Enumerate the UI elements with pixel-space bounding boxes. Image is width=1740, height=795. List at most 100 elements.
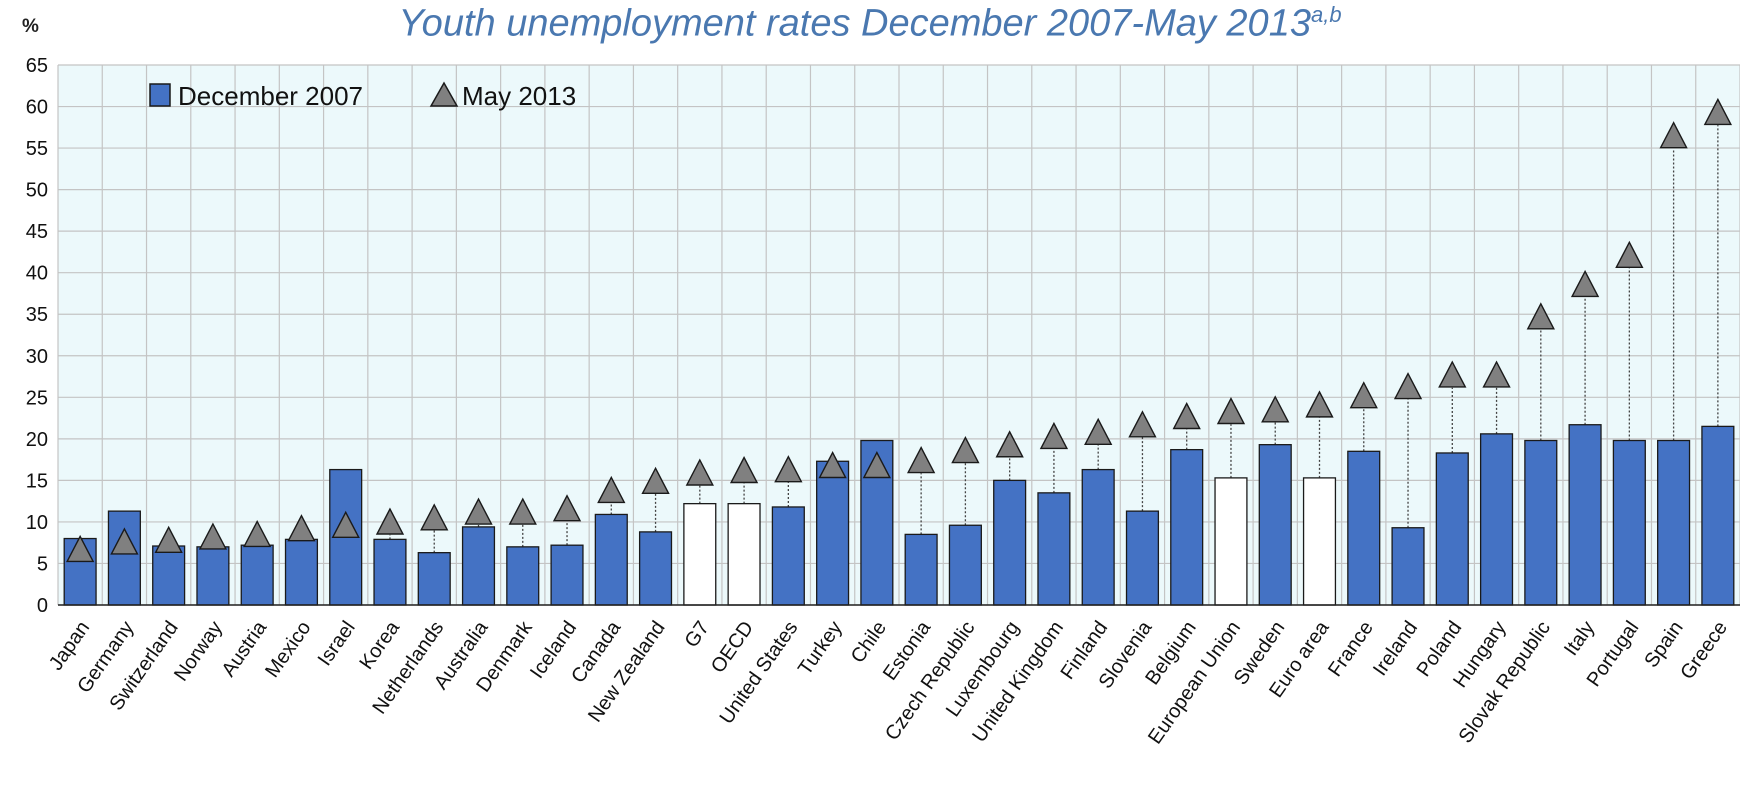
marker-turkey (818, 450, 847, 479)
marker-netherlands (420, 503, 449, 531)
bar-germany (107, 510, 141, 606)
x-tick-label-greece: Greece (1676, 617, 1732, 683)
x-axis: JapanGermanySwitzerlandNorwayAustriaMexi… (45, 604, 1740, 748)
marker-united-kingdom (1039, 421, 1069, 450)
x-tick-label-g7: G7 (681, 617, 714, 651)
marker-euro-area (1305, 390, 1334, 418)
bar-finland (1081, 468, 1115, 606)
bar-united-kingdom (1037, 492, 1071, 606)
y-tick-label: 0 (37, 595, 48, 617)
y-tick-label: 40 (26, 263, 48, 285)
bar-luxembourg (993, 479, 1027, 606)
marker-portugal (1615, 240, 1644, 269)
bar-greece (1701, 425, 1735, 606)
y-tick-label: 50 (26, 180, 48, 202)
marker-sweden (1261, 395, 1290, 423)
marker-denmark (508, 497, 537, 525)
bar-ireland (1391, 527, 1425, 606)
marker-hungary (1482, 360, 1511, 388)
bar-slovak-republic (1524, 439, 1558, 606)
marker-spain (1659, 121, 1688, 149)
y-tick-label: 35 (26, 304, 48, 326)
marker-germany (110, 527, 139, 555)
bar-united-states (771, 506, 805, 606)
bar-canada (594, 513, 628, 606)
marker-oecd (729, 455, 759, 484)
bar-france (1347, 450, 1381, 606)
bar-netherlands (417, 552, 451, 606)
bar-switzerland (152, 545, 186, 606)
bar-estonia (904, 533, 938, 606)
legend: December 2007 May 2013 (149, 81, 576, 111)
legend-label-may-2013: May 2013 (462, 81, 576, 111)
chart-title-text: Youth unemployment rates December 2007-M… (398, 2, 1311, 45)
marker-slovak-republic (1526, 302, 1555, 330)
chart-title: Youth unemployment rates December 2007-M… (0, 2, 1740, 46)
bar-italy (1568, 424, 1602, 606)
connector-lines (168, 125, 1719, 554)
marker-united-states (774, 455, 803, 483)
y-axis-unit-label: % (22, 16, 39, 37)
marker-australia (464, 497, 493, 525)
legend-swatch-may-2013 (429, 81, 459, 107)
x-tick-label-turkey: Turkey (794, 617, 847, 679)
y-tick-label: 55 (26, 138, 48, 160)
marker-austria (243, 519, 272, 548)
x-tick-label-chile: Chile (847, 617, 891, 667)
y-tick-label: 60 (26, 97, 48, 119)
markers-may-2013 (65, 97, 1733, 563)
x-tick-label-italy: Italy (1560, 617, 1599, 660)
chart-title-superscript: a,b (1310, 2, 1342, 27)
bar-norway (196, 546, 230, 606)
marker-israel (331, 510, 360, 539)
y-tick-label: 10 (26, 512, 48, 534)
bar-iceland (550, 544, 584, 606)
bar-turkey (816, 460, 850, 606)
marker-canada (597, 475, 626, 504)
bar-slovenia (1125, 510, 1160, 606)
y-tick-label: 30 (26, 346, 48, 368)
marker-belgium (1172, 401, 1201, 430)
bar-euro-area (1302, 477, 1337, 606)
marker-new-zealand (641, 466, 670, 494)
marker-korea (375, 507, 405, 535)
marker-estonia (906, 446, 936, 474)
marker-iceland (552, 494, 582, 522)
y-tick-label: 20 (26, 429, 48, 451)
x-tick-label-israel: Israel (314, 617, 360, 670)
bar-hungary (1479, 433, 1514, 606)
y-tick-label: 65 (26, 55, 48, 77)
bar-sweden (1258, 444, 1292, 606)
bar-belgium (1170, 448, 1204, 606)
x-tick-label-mexico: Mexico (261, 617, 315, 682)
marker-switzerland (154, 525, 183, 553)
bar-denmark (506, 546, 540, 606)
bar-portugal (1612, 439, 1646, 606)
bar-australia (461, 526, 496, 606)
bars-december-2007 (63, 424, 1735, 606)
bar-mexico (284, 538, 319, 606)
marker-chile (862, 450, 892, 479)
marker-norway (198, 522, 228, 550)
marker-greece (1703, 97, 1733, 126)
bar-g7 (683, 502, 717, 606)
bar-european-union (1214, 477, 1248, 606)
y-tick-label: 25 (26, 387, 48, 409)
bar-oecd (727, 502, 761, 606)
marker-czech-republic (951, 436, 980, 464)
bar-czech-republic (948, 524, 982, 606)
bar-new-zealand (638, 531, 673, 606)
bar-spain (1657, 439, 1691, 606)
legend-label-december-2007: December 2007 (178, 81, 363, 111)
x-tick-label-ireland: Ireland (1369, 617, 1422, 680)
x-tick-label-france: France (1324, 617, 1378, 681)
y-tick-label: 45 (26, 221, 48, 243)
bar-korea (373, 538, 407, 606)
marker-finland (1084, 417, 1113, 445)
y-axis: 0 5 10 15 20 25 30 35 40 45 50 55 60 65 (26, 55, 48, 617)
marker-mexico (287, 514, 316, 542)
marker-ireland (1393, 372, 1423, 400)
marker-g7 (685, 458, 714, 486)
marker-poland (1438, 360, 1467, 388)
